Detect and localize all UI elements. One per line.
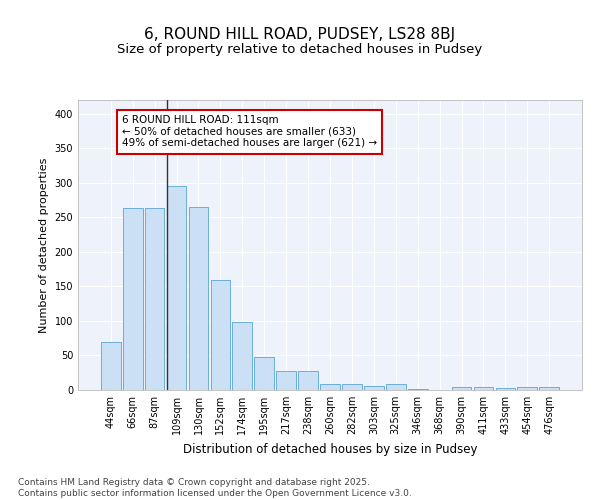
Y-axis label: Number of detached properties: Number of detached properties xyxy=(39,158,49,332)
X-axis label: Distribution of detached houses by size in Pudsey: Distribution of detached houses by size … xyxy=(183,442,477,456)
Bar xyxy=(342,384,362,390)
Bar xyxy=(364,386,384,390)
Bar xyxy=(298,372,318,390)
Bar xyxy=(167,186,187,390)
Text: 6 ROUND HILL ROAD: 111sqm
← 50% of detached houses are smaller (633)
49% of semi: 6 ROUND HILL ROAD: 111sqm ← 50% of detac… xyxy=(122,115,377,148)
Bar xyxy=(188,207,208,390)
Bar xyxy=(539,387,559,390)
Bar xyxy=(123,208,143,390)
Bar xyxy=(517,387,537,390)
Text: Contains HM Land Registry data © Crown copyright and database right 2025.
Contai: Contains HM Land Registry data © Crown c… xyxy=(18,478,412,498)
Bar xyxy=(276,372,296,390)
Bar xyxy=(211,280,230,390)
Bar xyxy=(408,388,428,390)
Bar xyxy=(232,322,252,390)
Bar xyxy=(254,357,274,390)
Text: 6, ROUND HILL ROAD, PUDSEY, LS28 8BJ: 6, ROUND HILL ROAD, PUDSEY, LS28 8BJ xyxy=(145,28,455,42)
Bar xyxy=(145,208,164,390)
Bar xyxy=(496,388,515,390)
Bar xyxy=(473,387,493,390)
Bar xyxy=(320,384,340,390)
Text: Size of property relative to detached houses in Pudsey: Size of property relative to detached ho… xyxy=(118,42,482,56)
Bar xyxy=(386,384,406,390)
Bar xyxy=(101,342,121,390)
Bar xyxy=(452,387,472,390)
